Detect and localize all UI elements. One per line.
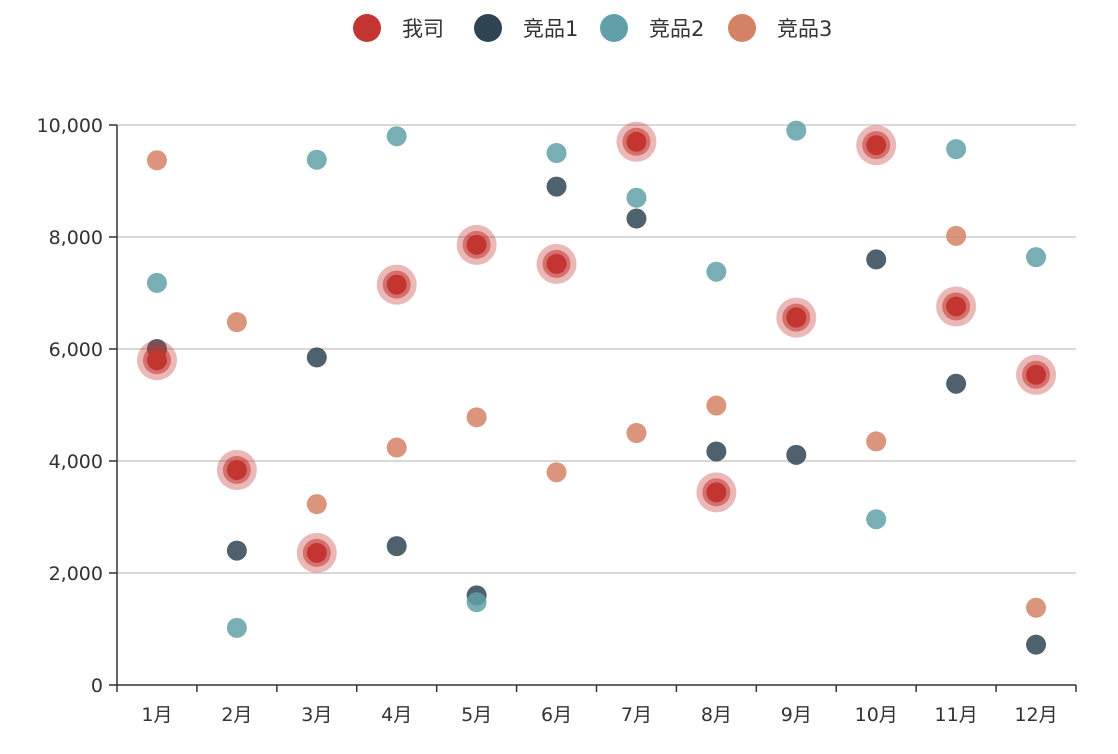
data-point[interactable] bbox=[386, 126, 407, 147]
data-point[interactable] bbox=[386, 536, 407, 557]
legend-item[interactable]: 竞品1 bbox=[474, 14, 578, 42]
y-tick-label: 10,000 bbox=[37, 115, 103, 137]
data-point[interactable] bbox=[546, 462, 567, 483]
legend: 我司 竞品1 竞品2 竞品3 bbox=[353, 14, 832, 42]
data-point[interactable] bbox=[306, 347, 327, 368]
data-point[interactable] bbox=[226, 617, 247, 638]
grid-lines bbox=[117, 124, 1076, 574]
data-point[interactable] bbox=[466, 234, 487, 255]
x-tick-label: 3月 bbox=[301, 704, 332, 726]
legend-label: 竞品3 bbox=[777, 17, 832, 41]
x-tick-label: 7月 bbox=[621, 704, 652, 726]
data-points bbox=[136, 120, 1057, 655]
data-point[interactable] bbox=[306, 149, 327, 170]
y-tick-label: 0 bbox=[91, 675, 103, 697]
data-point[interactable] bbox=[706, 395, 727, 416]
data-point[interactable] bbox=[306, 494, 327, 515]
x-tick-label: 4月 bbox=[381, 704, 412, 726]
data-point[interactable] bbox=[866, 509, 887, 530]
x-tick-label: 12月 bbox=[1014, 704, 1057, 726]
legend-label: 我司 bbox=[402, 17, 444, 41]
legend-label: 竞品2 bbox=[649, 17, 704, 41]
x-tick-label: 2月 bbox=[221, 704, 252, 726]
data-point[interactable] bbox=[626, 187, 647, 208]
data-point[interactable] bbox=[146, 272, 167, 293]
y-tick-label: 4,000 bbox=[49, 451, 103, 473]
data-point[interactable] bbox=[946, 373, 967, 394]
data-point[interactable] bbox=[1026, 364, 1047, 385]
data-point[interactable] bbox=[546, 253, 567, 274]
data-point[interactable] bbox=[626, 208, 647, 229]
data-point[interactable] bbox=[146, 150, 167, 171]
data-point[interactable] bbox=[866, 431, 887, 452]
x-tick-label: 1月 bbox=[141, 704, 172, 726]
x-tick-label: 5月 bbox=[461, 704, 492, 726]
data-point[interactable] bbox=[946, 296, 967, 317]
data-point[interactable] bbox=[866, 249, 887, 270]
data-point[interactable] bbox=[626, 131, 647, 152]
data-point[interactable] bbox=[546, 143, 567, 163]
data-point[interactable] bbox=[866, 135, 887, 156]
legend-label: 竞品1 bbox=[523, 17, 578, 41]
data-point[interactable] bbox=[386, 274, 407, 295]
data-point[interactable] bbox=[626, 423, 647, 443]
data-point[interactable] bbox=[946, 139, 967, 160]
data-point[interactable] bbox=[1026, 597, 1047, 618]
data-point[interactable] bbox=[706, 261, 727, 282]
data-point[interactable] bbox=[786, 307, 807, 328]
data-point[interactable] bbox=[1026, 247, 1047, 268]
series-3 bbox=[136, 121, 1057, 573]
y-tick-label: 6,000 bbox=[49, 339, 103, 361]
legend-item[interactable]: 我司 bbox=[353, 14, 444, 42]
series-1 bbox=[146, 120, 1047, 638]
data-point[interactable] bbox=[466, 592, 487, 613]
data-point[interactable] bbox=[946, 225, 967, 246]
data-point[interactable] bbox=[1026, 634, 1047, 655]
y-tick-label: 2,000 bbox=[49, 563, 103, 585]
legend-marker-icon bbox=[474, 14, 502, 42]
data-point[interactable] bbox=[226, 459, 247, 480]
data-point[interactable] bbox=[466, 407, 487, 428]
legend-marker-icon bbox=[728, 14, 756, 42]
data-point[interactable] bbox=[546, 176, 567, 197]
series-2 bbox=[146, 150, 1047, 618]
series-0 bbox=[146, 176, 1047, 655]
legend-marker-icon bbox=[600, 14, 628, 42]
data-point[interactable] bbox=[226, 312, 247, 333]
legend-item[interactable]: 竞品2 bbox=[600, 14, 704, 42]
data-point[interactable] bbox=[706, 441, 727, 462]
x-tick-label: 8月 bbox=[701, 704, 732, 726]
legend-marker-icon bbox=[353, 14, 381, 42]
data-point[interactable] bbox=[786, 120, 807, 141]
data-point[interactable] bbox=[226, 540, 247, 561]
data-point[interactable] bbox=[706, 482, 727, 503]
x-tick-label: 9月 bbox=[781, 704, 812, 726]
x-tick-label: 11月 bbox=[935, 704, 978, 726]
data-point[interactable] bbox=[146, 350, 167, 371]
data-point[interactable] bbox=[306, 542, 327, 563]
axes: 0 2,000 4,000 6,000 8,000 10,000 1月 2月 3月 4月 5月 6月 7… bbox=[37, 115, 1077, 726]
data-point[interactable] bbox=[386, 437, 407, 458]
x-tick-label: 6月 bbox=[541, 704, 572, 726]
legend-item[interactable]: 竞品3 bbox=[728, 14, 832, 42]
data-point[interactable] bbox=[786, 444, 807, 465]
y-tick-label: 8,000 bbox=[49, 227, 103, 249]
x-tick-label: 10月 bbox=[855, 704, 898, 726]
